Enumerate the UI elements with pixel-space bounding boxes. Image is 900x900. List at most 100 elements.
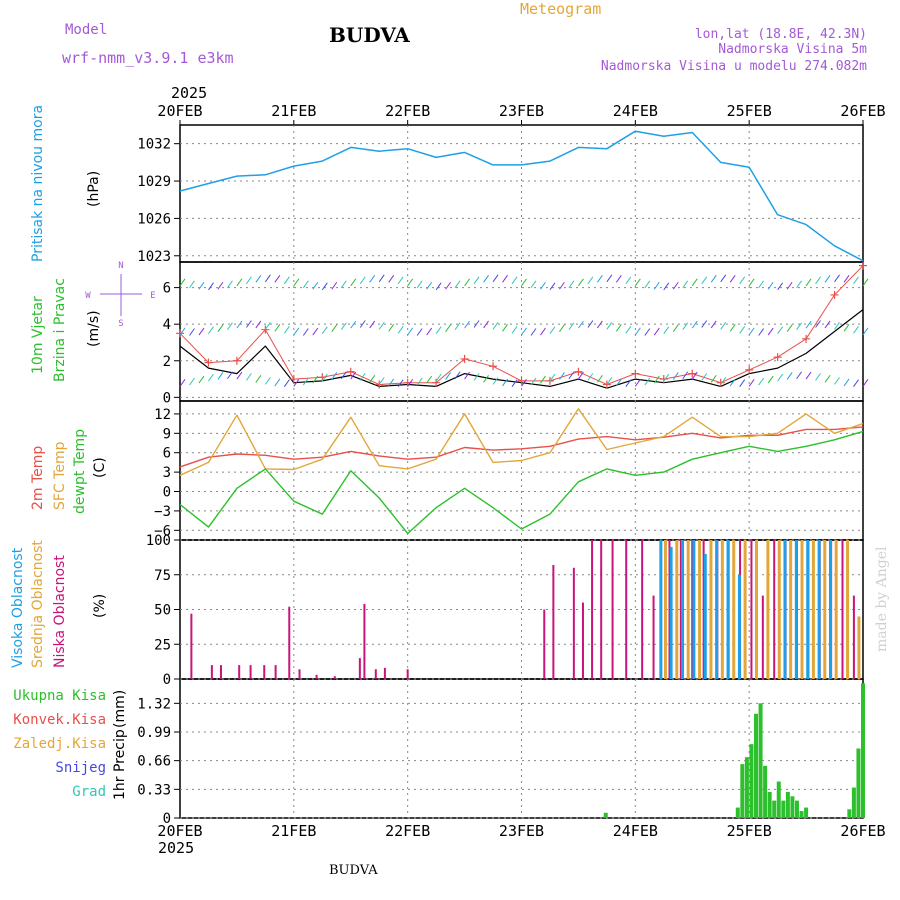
- wind-barb: [502, 275, 508, 283]
- wind-barb: [625, 276, 632, 285]
- wind-barb: [568, 280, 575, 289]
- wind-barb: [369, 375, 376, 383]
- wind-barb: [758, 328, 765, 336]
- wind-barb: [862, 278, 869, 287]
- cloud-bar: [811, 540, 815, 679]
- cloud-bar: [732, 540, 736, 679]
- cloud-bar: [298, 669, 301, 679]
- precip-bar: [758, 703, 763, 818]
- wind-barb: [511, 276, 518, 285]
- wind-barb: [521, 379, 527, 387]
- cloud-bar: [669, 546, 673, 679]
- precip-label: 1hr Precip: [112, 729, 128, 800]
- precip-bar: [851, 787, 856, 818]
- y-tick-label: 1029: [137, 174, 171, 190]
- wind-barb: [454, 322, 461, 330]
- footer-station: BUDVA: [329, 863, 378, 878]
- cloud-bar: [572, 567, 575, 679]
- wind-barb: [492, 274, 499, 283]
- wind-barb: [454, 280, 461, 289]
- wind-barb: [359, 320, 366, 328]
- gust-marker: [489, 362, 498, 371]
- wind-barb: [350, 278, 357, 287]
- gust-marker: [631, 369, 640, 378]
- wind-barb: [483, 320, 489, 329]
- wind-barb: [748, 327, 755, 336]
- wind-barb: [331, 324, 338, 332]
- y-tick-label: 2: [163, 354, 171, 370]
- y-tick-label: 4: [163, 317, 171, 333]
- wind-barb: [407, 278, 414, 287]
- gust-marker: [232, 356, 241, 365]
- cloud-bar: [641, 540, 644, 679]
- wind-barb: [824, 375, 831, 383]
- model-elevation-label: Nadmorska Visina u modelu 274.082m: [601, 59, 867, 74]
- time-label-top: 23FEB: [499, 102, 544, 120]
- gust-marker: [432, 378, 441, 387]
- wind-barb: [710, 375, 717, 383]
- wind-barb: [682, 322, 689, 330]
- wind-barb: [464, 278, 470, 287]
- wind-barb: [853, 326, 859, 334]
- wind-barb: [834, 377, 840, 385]
- wind-barb: [302, 280, 309, 289]
- wind-barb: [824, 320, 831, 329]
- temp-line-1: [179, 408, 864, 476]
- precip-bar: [749, 744, 754, 818]
- wind-barb: [445, 281, 452, 290]
- cloud-bar: [288, 606, 291, 679]
- cloud-bar: [754, 540, 758, 679]
- wind-barb: [758, 280, 765, 289]
- cloud-bar: [823, 540, 827, 679]
- wind-barb: [312, 375, 319, 384]
- watermark: made by Angel: [874, 546, 890, 652]
- cloud-bar: [750, 540, 753, 679]
- wind-barb: [302, 328, 309, 336]
- precip-bar: [847, 809, 852, 818]
- wind-barb: [615, 324, 622, 332]
- wind-barb: [578, 320, 584, 329]
- wind-barb: [217, 281, 224, 290]
- cloud-bar: [190, 613, 193, 679]
- precip-bar: [781, 800, 786, 818]
- station-title: BUDVA: [329, 23, 410, 47]
- precip-bar: [856, 748, 861, 818]
- y-tick-label: 0: [163, 390, 171, 406]
- wind-barb: [359, 373, 366, 381]
- t2m-label: 2m Temp: [30, 446, 46, 510]
- wind-barb: [606, 274, 613, 283]
- wind-series: [176, 261, 869, 389]
- cloud-bar: [659, 540, 663, 679]
- wind-barb: [274, 324, 281, 332]
- wind-barb: [321, 282, 328, 291]
- precip-legend-item: Grad: [72, 784, 106, 800]
- cloud-bar: [333, 676, 336, 679]
- wind-barb: [596, 375, 603, 383]
- wind-barb: [834, 274, 840, 283]
- time-label-bottom: 22FEB: [385, 822, 430, 840]
- wind-barb: [217, 372, 224, 380]
- wind-barb: [340, 280, 347, 289]
- cloud-bar: [726, 540, 730, 679]
- wind-barb: [748, 379, 755, 387]
- wind-label-2: Brzina i Pravac: [52, 278, 68, 382]
- gust-marker: [830, 290, 839, 299]
- temperature-unit: (C): [92, 457, 108, 478]
- wind-barb: [720, 322, 727, 330]
- y-tick-label: 9: [163, 426, 171, 442]
- y-tick-label: 50: [154, 603, 171, 619]
- time-label-bottom: 25FEB: [727, 822, 772, 840]
- time-label-top: 26FEB: [840, 102, 885, 120]
- cloud-bar: [852, 595, 855, 679]
- cloud-bar: [686, 540, 690, 679]
- precip-bars: [603, 683, 865, 818]
- wind-barb: [701, 373, 708, 381]
- wind-barb: [530, 328, 537, 336]
- pressure-unit: (hPa): [86, 171, 102, 207]
- wind-barb: [208, 373, 214, 382]
- cloud-bar: [591, 540, 594, 679]
- wind-barb: [625, 379, 632, 387]
- wind-barb: [739, 276, 746, 285]
- wind-barb: [483, 275, 489, 283]
- wind-barb: [587, 276, 594, 285]
